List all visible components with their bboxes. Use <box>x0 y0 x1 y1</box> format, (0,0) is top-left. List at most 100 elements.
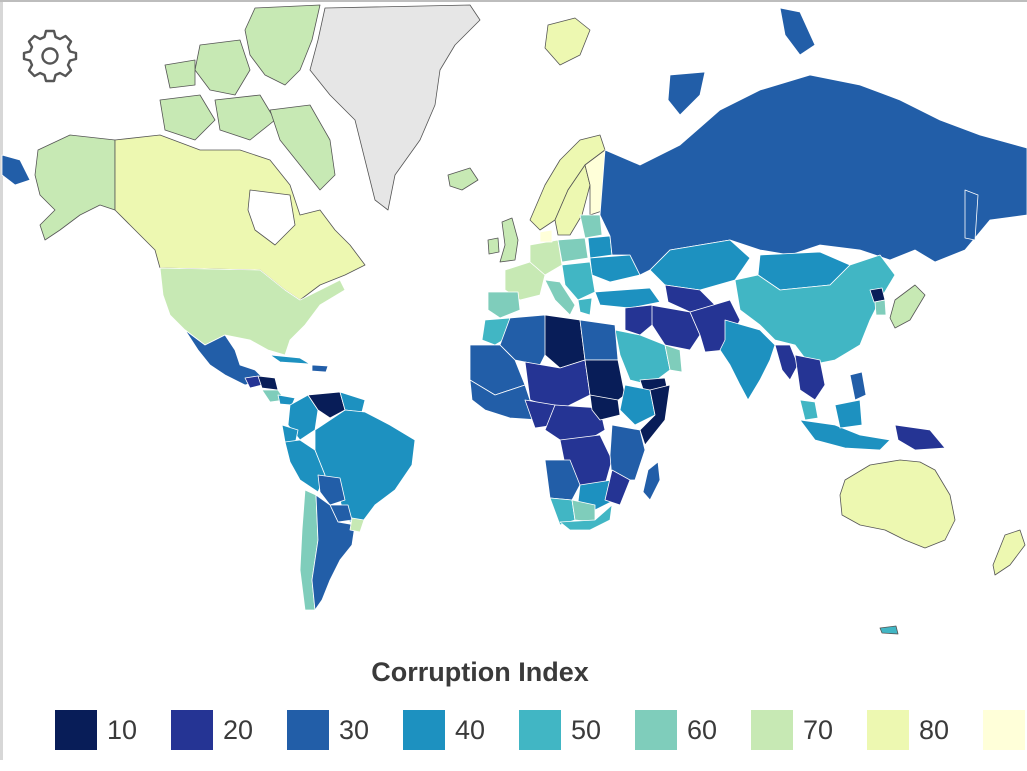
country-zambia-zimbabwe[interactable] <box>577 479 616 511</box>
edge-mark <box>0 0 1027 2</box>
country-honduras[interactable] <box>257 375 279 391</box>
legend-swatch <box>519 710 561 750</box>
country-poland[interactable] <box>557 237 589 263</box>
country-canada-hudson[interactable] <box>247 189 296 246</box>
country-canada[interactable] <box>114 134 366 301</box>
country-iraq-syria[interactable] <box>624 304 653 336</box>
country-papua-new-guinea[interactable] <box>894 424 946 451</box>
edge-mark <box>0 0 3 760</box>
country-malaysia[interactable] <box>799 399 819 421</box>
country-mozambique[interactable] <box>604 469 631 506</box>
country-usa-alaska[interactable] <box>34 134 116 241</box>
country-belarus[interactable] <box>587 235 613 259</box>
country-south-africa[interactable] <box>559 504 613 531</box>
country-australia[interactable] <box>839 459 956 549</box>
legend-swatch <box>403 710 445 750</box>
country-canada-arctic[interactable] <box>244 4 321 86</box>
legend-title: Corruption Index <box>371 657 589 687</box>
country-canada-arctic[interactable] <box>194 39 251 96</box>
country-new-zealand[interactable] <box>992 529 1026 576</box>
legend-swatch <box>287 710 329 750</box>
country-japan[interactable] <box>889 284 926 329</box>
country-italy[interactable] <box>544 279 576 316</box>
country-russia-east-edge[interactable] <box>1 154 31 186</box>
legend-item-40[interactable]: 40 <box>403 710 497 750</box>
country-bangladesh-myanmar[interactable] <box>774 344 799 381</box>
country-angola[interactable] <box>544 459 581 501</box>
country-uruguay[interactable] <box>349 517 365 533</box>
country-oman-uae[interactable] <box>664 344 683 373</box>
country-russia[interactable] <box>599 74 1027 276</box>
country-thailand-laos-vietnam[interactable] <box>794 354 826 401</box>
country-svalbard[interactable] <box>544 17 591 66</box>
country-russia-islands[interactable] <box>964 189 979 241</box>
country-greenland[interactable] <box>309 4 481 211</box>
country-mexico[interactable] <box>184 329 266 386</box>
country-saudi-arabia[interactable] <box>614 329 671 386</box>
legend-label: 50 <box>571 714 602 745</box>
legend-item-10[interactable]: 10 <box>55 710 149 750</box>
country-canada-arctic[interactable] <box>214 94 276 141</box>
country-madagascar[interactable] <box>642 461 661 501</box>
country-spain-portugal[interactable] <box>487 291 521 319</box>
country-germany-benelux[interactable] <box>529 239 563 276</box>
country-venezuela[interactable] <box>307 391 346 419</box>
country-somalia[interactable] <box>639 384 671 446</box>
country-canada-arctic[interactable] <box>164 59 196 89</box>
country-russia-islands[interactable] <box>667 71 706 116</box>
legend-label: 30 <box>339 714 370 745</box>
country-turkey[interactable] <box>594 287 661 309</box>
settings-button[interactable] <box>22 28 78 84</box>
legend-item-90[interactable]: 90 <box>983 710 1027 750</box>
country-russia-islands[interactable] <box>779 7 816 56</box>
legend-item-50[interactable]: 50 <box>519 710 613 750</box>
legend-swatch <box>635 710 677 750</box>
country-denmark[interactable] <box>539 229 553 243</box>
country-iceland[interactable] <box>447 167 479 191</box>
country-haiti-dr[interactable] <box>311 364 329 373</box>
country-egypt[interactable] <box>579 319 619 361</box>
country-libya[interactable] <box>544 314 586 369</box>
country-ireland[interactable] <box>487 237 500 255</box>
gear-icon <box>22 29 78 83</box>
country-south-korea[interactable] <box>874 299 887 316</box>
legend-label: 60 <box>687 714 718 745</box>
legend-swatch <box>55 710 97 750</box>
legend-label: 70 <box>803 714 834 745</box>
world-map[interactable] <box>0 0 1027 640</box>
legend-item-30[interactable]: 30 <box>287 710 381 750</box>
legend-swatch <box>983 710 1025 750</box>
country-uk[interactable] <box>499 217 519 263</box>
legend-swatch <box>867 710 909 750</box>
country-south-sudan[interactable] <box>589 394 621 421</box>
country-greece[interactable] <box>577 297 593 316</box>
country-sweden[interactable] <box>554 164 591 236</box>
legend-item-80[interactable]: 80 <box>867 710 961 750</box>
country-baltics[interactable] <box>579 214 603 239</box>
country-cuba[interactable] <box>269 354 311 365</box>
legend-label: 10 <box>107 714 138 745</box>
country-canada-arctic[interactable] <box>159 94 216 141</box>
country-small-island[interactable] <box>879 625 899 635</box>
country-namibia[interactable] <box>549 497 576 526</box>
country-india[interactable] <box>719 319 776 401</box>
legend-item-60[interactable]: 60 <box>635 710 729 750</box>
country-ethiopia[interactable] <box>619 384 656 426</box>
country-philippines[interactable] <box>849 371 867 401</box>
country-china[interactable] <box>734 254 896 366</box>
legend-swatch <box>751 710 793 750</box>
country-indonesia[interactable] <box>799 419 891 451</box>
legend-swatch <box>171 710 213 750</box>
country-canada-arctic[interactable] <box>269 104 336 191</box>
legend: 10 20 30 40 50 60 70 80 <box>55 709 1027 751</box>
country-balkans[interactable] <box>561 261 596 301</box>
legend-label: 20 <box>223 714 254 745</box>
legend-label: 40 <box>455 714 486 745</box>
country-borneo[interactable] <box>834 399 863 429</box>
legend-item-20[interactable]: 20 <box>171 710 265 750</box>
country-argentina[interactable] <box>311 494 356 611</box>
country-bolivia[interactable] <box>317 474 346 506</box>
legend-label: 80 <box>919 714 950 745</box>
legend-item-70[interactable]: 70 <box>751 710 845 750</box>
country-kenya-tanzania[interactable] <box>609 424 646 481</box>
